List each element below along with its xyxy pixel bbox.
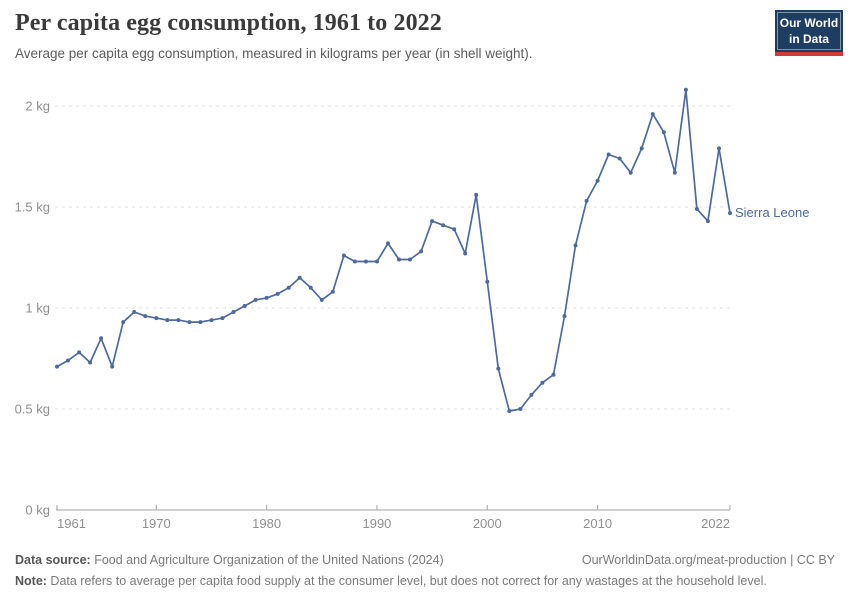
- data-point[interactable]: [397, 257, 401, 262]
- data-point[interactable]: [463, 251, 468, 256]
- y-axis-tick-label: 2 kg: [25, 99, 50, 114]
- data-point[interactable]: [639, 146, 644, 151]
- data-point[interactable]: [253, 297, 258, 302]
- data-point[interactable]: [66, 358, 70, 363]
- data-point[interactable]: [143, 314, 148, 319]
- owid-logo[interactable]: Our World in Data: [775, 10, 843, 57]
- x-axis-tick-label: 1990: [362, 516, 391, 531]
- data-point[interactable]: [209, 318, 214, 323]
- data-point[interactable]: [573, 243, 578, 248]
- data-point[interactable]: [551, 372, 556, 377]
- x-axis-tick-label: 1980: [252, 516, 281, 531]
- data-point[interactable]: [595, 178, 600, 183]
- data-point[interactable]: [165, 318, 170, 323]
- line-chart[interactable]: 0 kg 0.5 kg 1 kg 1.5 kg 2 kg 1961 1970 1980 1990…: [0, 75, 850, 535]
- page-title: Per capita egg consumption, 1961 to 2022: [15, 10, 442, 36]
- data-point[interactable]: [352, 259, 357, 264]
- data-point[interactable]: [606, 152, 611, 157]
- data-point[interactable]: [363, 259, 368, 264]
- chart-subtitle: Average per capita egg consumption, meas…: [15, 46, 533, 61]
- x-axis-tick-label: 2022: [701, 516, 730, 531]
- chart-footer: Data source: Food and Agriculture Organi…: [0, 542, 850, 600]
- x-axis-tick-label: 1961: [57, 516, 86, 531]
- data-point[interactable]: [88, 360, 93, 365]
- owid-logo-line1: Our World: [779, 16, 839, 30]
- data-point[interactable]: [231, 310, 236, 314]
- data-point[interactable]: [341, 253, 346, 258]
- data-point[interactable]: [430, 219, 435, 224]
- data-point[interactable]: [474, 192, 479, 197]
- y-axis-tick-label: 0 kg: [25, 503, 50, 518]
- data-point[interactable]: [176, 318, 181, 323]
- data-point[interactable]: [154, 316, 159, 321]
- data-point[interactable]: [485, 279, 490, 284]
- x-axis-tick-label: 2010: [583, 516, 612, 531]
- data-point[interactable]: [507, 409, 512, 413]
- data-point[interactable]: [683, 87, 688, 92]
- data-point[interactable]: [386, 241, 390, 246]
- data-point[interactable]: [330, 289, 335, 294]
- data-point[interactable]: [187, 320, 192, 325]
- entity-label[interactable]: Sierra Leone: [735, 205, 809, 220]
- data-point[interactable]: [441, 223, 446, 228]
- data-point[interactable]: [308, 285, 313, 290]
- data-source: Data source: Food and Agriculture Organi…: [15, 553, 444, 567]
- data-point[interactable]: [672, 170, 677, 175]
- data-point[interactable]: [617, 156, 622, 161]
- data-point[interactable]: [220, 316, 225, 321]
- data-point[interactable]: [562, 314, 567, 319]
- x-axis-tick-label: 1970: [142, 516, 171, 531]
- data-point[interactable]: [452, 227, 457, 232]
- data-point[interactable]: [55, 364, 59, 369]
- note-text: Data refers to average per capita food s…: [46, 574, 767, 588]
- data-point[interactable]: [518, 407, 523, 411]
- data-point[interactable]: [319, 297, 324, 302]
- data-point[interactable]: [198, 320, 203, 325]
- data-point[interactable]: [408, 257, 412, 262]
- data-point[interactable]: [99, 336, 104, 341]
- y-axis-tick-label: 0.5 kg: [15, 402, 50, 417]
- data-source-label: Data source:: [15, 553, 91, 567]
- data-point[interactable]: [540, 380, 545, 385]
- data-point[interactable]: [661, 130, 666, 135]
- data-point[interactable]: [275, 291, 280, 296]
- y-axis-tick-label: 1.5 kg: [15, 200, 50, 215]
- data-point[interactable]: [496, 366, 501, 371]
- y-axis-tick-label: 1 kg: [25, 301, 50, 316]
- data-point[interactable]: [728, 211, 732, 216]
- data-point[interactable]: [110, 364, 115, 369]
- data-source-text: Food and Agriculture Organization of the…: [90, 553, 444, 567]
- data-point[interactable]: [132, 310, 137, 314]
- data-point[interactable]: [77, 350, 82, 355]
- data-point[interactable]: [286, 285, 291, 290]
- data-point[interactable]: [242, 304, 247, 308]
- series-line[interactable]: [56, 88, 731, 412]
- canonical-url-link[interactable]: OurWorldinData.org/meat-production | CC …: [581, 553, 835, 567]
- data-point[interactable]: [121, 320, 126, 325]
- data-point[interactable]: [375, 259, 379, 264]
- data-point[interactable]: [297, 275, 302, 280]
- data-point[interactable]: [419, 249, 424, 254]
- data-point[interactable]: [264, 295, 269, 300]
- data-point[interactable]: [529, 392, 534, 397]
- chart-header: Per capita egg consumption, 1961 to 2022…: [15, 10, 755, 61]
- chart-area: 0 kg 0.5 kg 1 kg 1.5 kg 2 kg 1961 1970 1980 1990…: [0, 75, 850, 535]
- owid-logo-line2: in Data: [788, 31, 829, 46]
- data-point[interactable]: [650, 112, 655, 117]
- note-label: Note:: [15, 574, 47, 588]
- data-point[interactable]: [628, 170, 633, 175]
- data-point[interactable]: [717, 146, 721, 151]
- data-point[interactable]: [694, 207, 699, 211]
- data-point[interactable]: [584, 198, 589, 203]
- data-point[interactable]: [705, 219, 710, 224]
- x-axis-tick-label: 2000: [473, 516, 502, 531]
